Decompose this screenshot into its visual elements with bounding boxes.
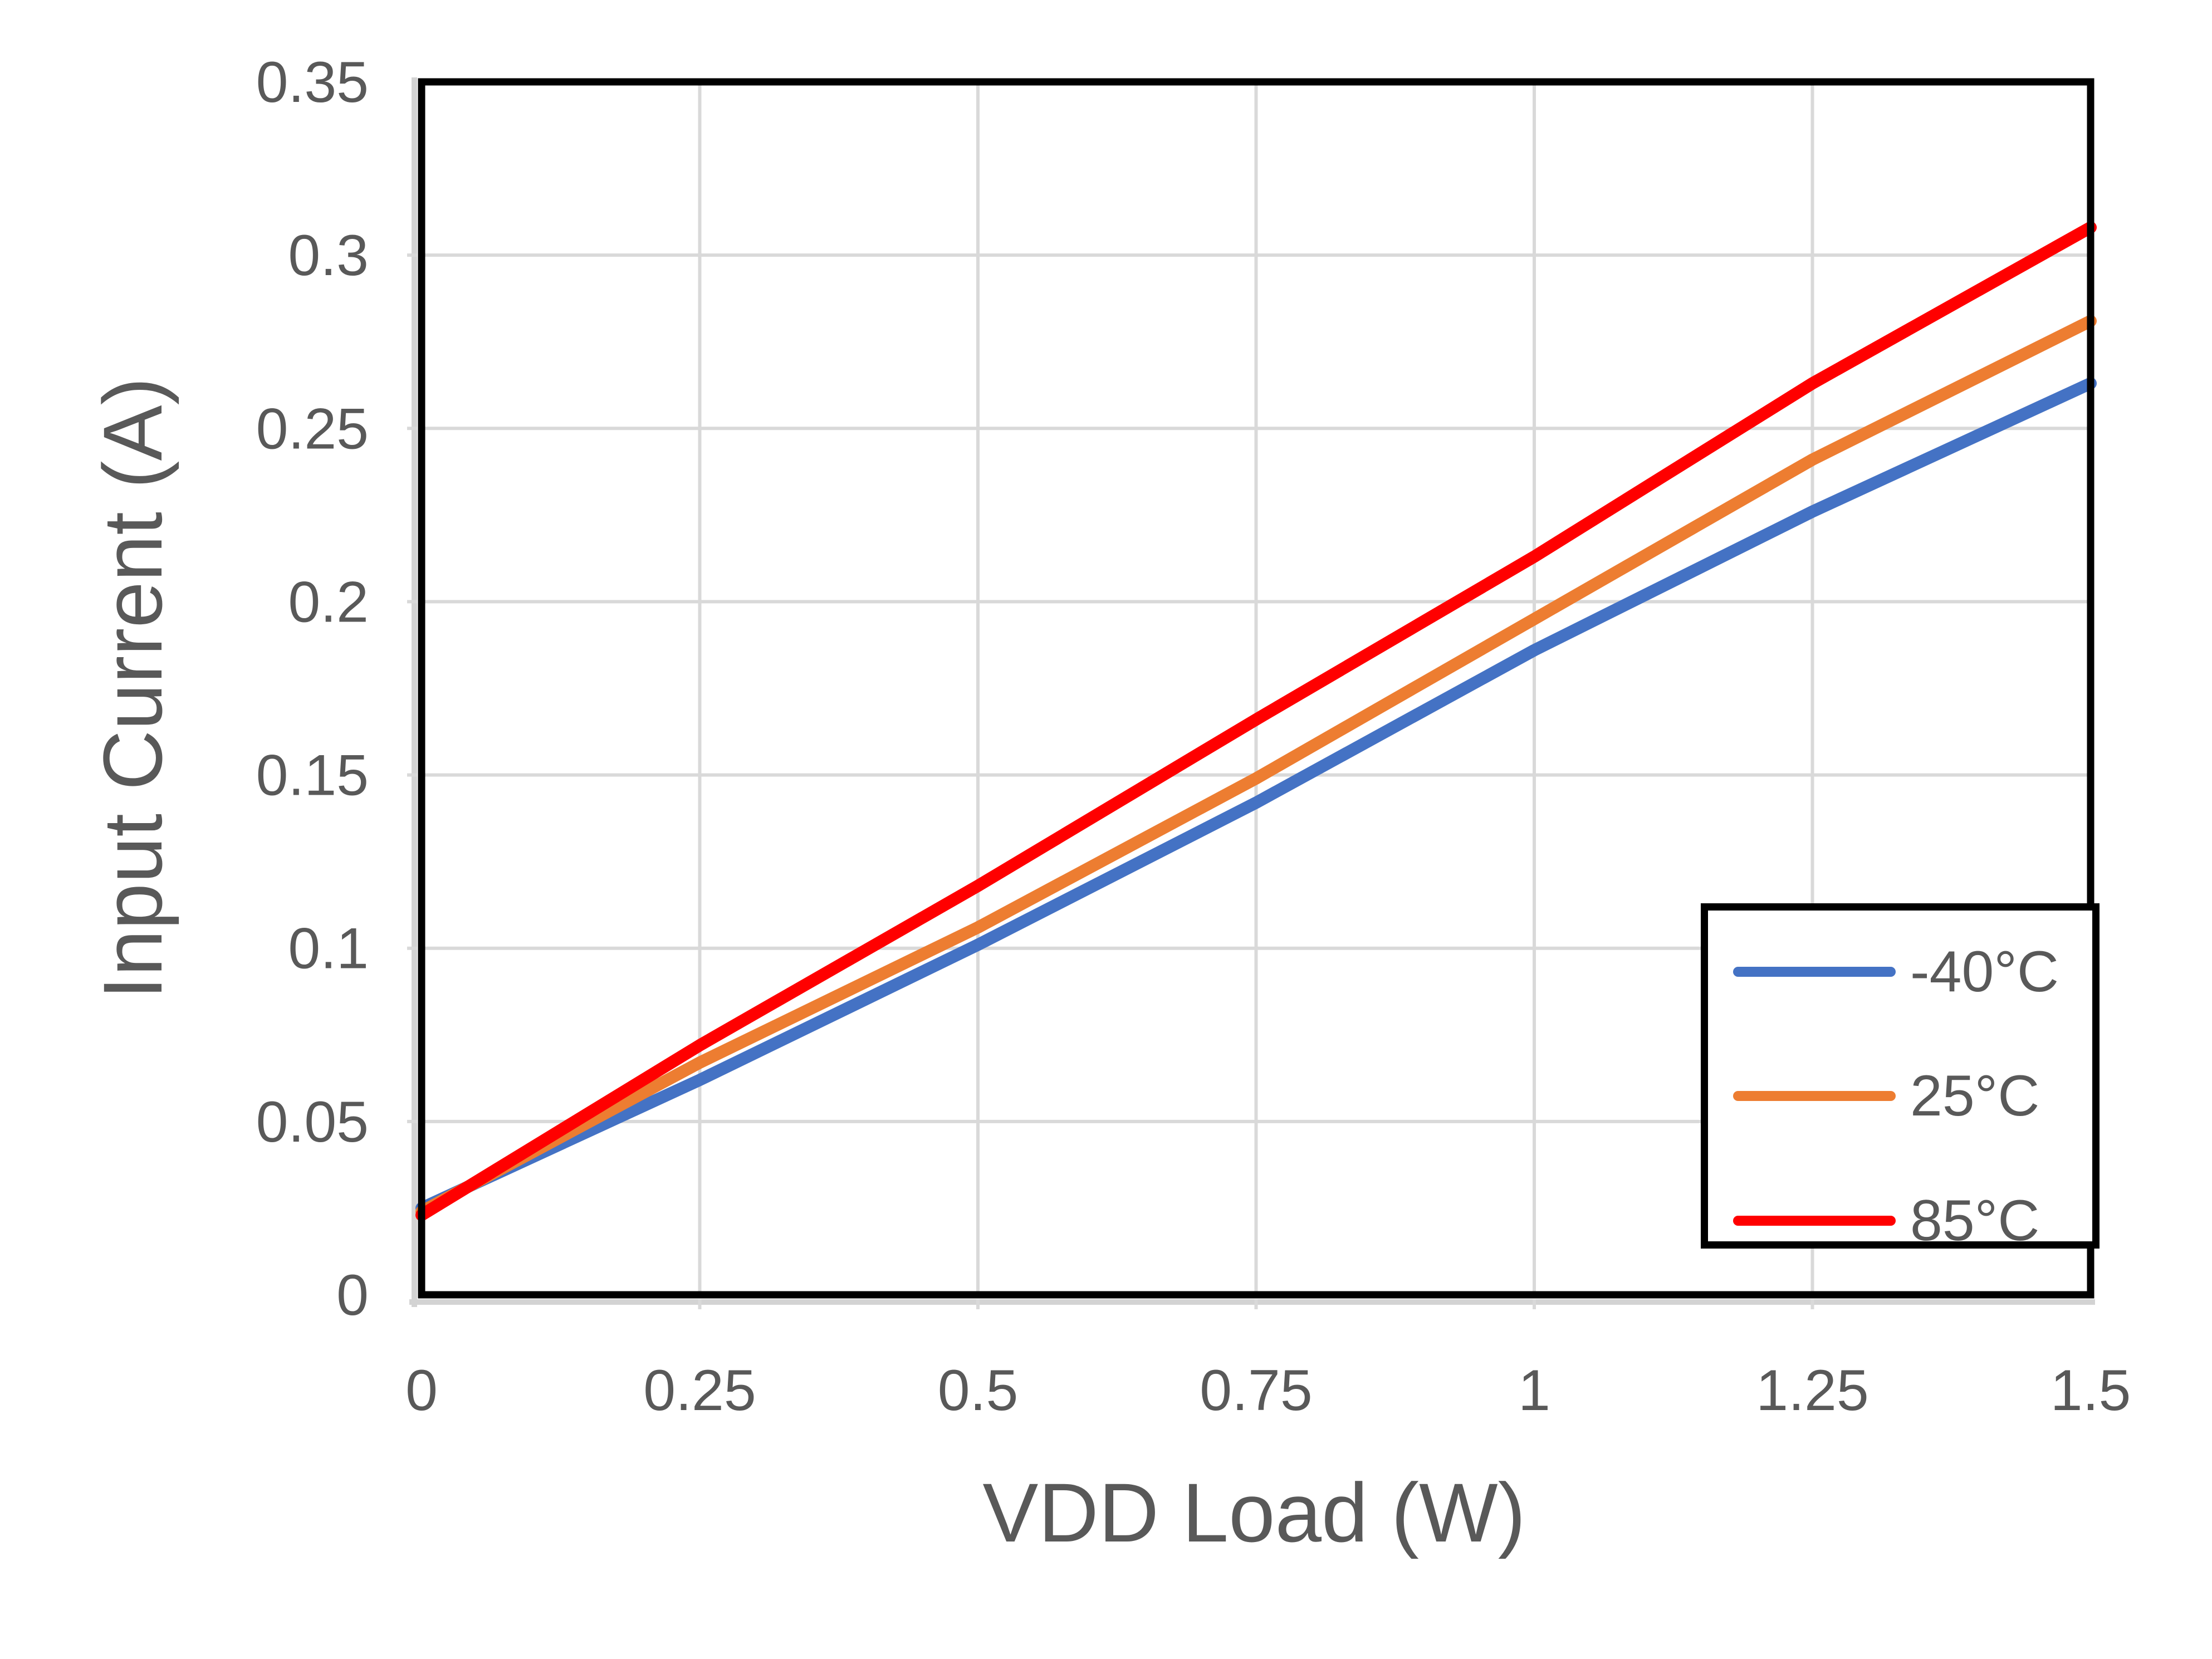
y-tick-label-0.3: 0.3 [288,223,369,288]
legend-swatch-85c-line-icon [1733,1216,1896,1226]
y-tick-label-0.15: 0.15 [256,743,369,808]
y-tick-label-0.35: 0.35 [256,50,369,115]
legend-label-85c: 85°C [1910,1188,2040,1253]
legend-item-85c: 85°C [1733,1190,2039,1251]
y-tick-label-0: 0 [336,1263,369,1328]
series-line-40c [415,377,2097,1215]
x-tick-label-1.5: 1.5 [2050,1358,2131,1423]
y-axis-title: Input Current (A) [86,377,179,1000]
legend-item-25c: 25°C [1733,1065,2039,1127]
y-tick-label-0.1: 0.1 [288,917,369,981]
legend-swatch-minus40c-line-icon [1733,967,1896,977]
y-tick-label-0.05: 0.05 [256,1090,369,1154]
plot-border [418,78,2094,1299]
y-tick-label-0.2: 0.2 [288,570,369,634]
x-tick-label-0: 0 [405,1358,438,1423]
legend: -40°C 25°C 85°C [1701,903,2100,1251]
legend-label-25c: 25°C [1910,1064,2040,1128]
x-tick-label-0.5: 0.5 [938,1358,1019,1423]
x-tick-label-0.25: 0.25 [643,1358,756,1423]
legend-swatch-25c-line-icon [1733,1091,1896,1101]
series-line-25c [415,315,2097,1218]
legend-label-minus40c: -40°C [1910,939,2059,1004]
x-axis-title: VDD Load (W) [982,1466,1526,1559]
x-tick-label-0.75: 0.75 [1200,1358,1312,1423]
legend-item-minus40c: -40°C [1733,941,2059,1002]
series-line-85c [415,221,2097,1221]
y-tick-label-0.25: 0.25 [256,397,369,461]
x-tick-label-1.25: 1.25 [1756,1358,1868,1423]
x-tick-label-1: 1 [1518,1358,1550,1423]
